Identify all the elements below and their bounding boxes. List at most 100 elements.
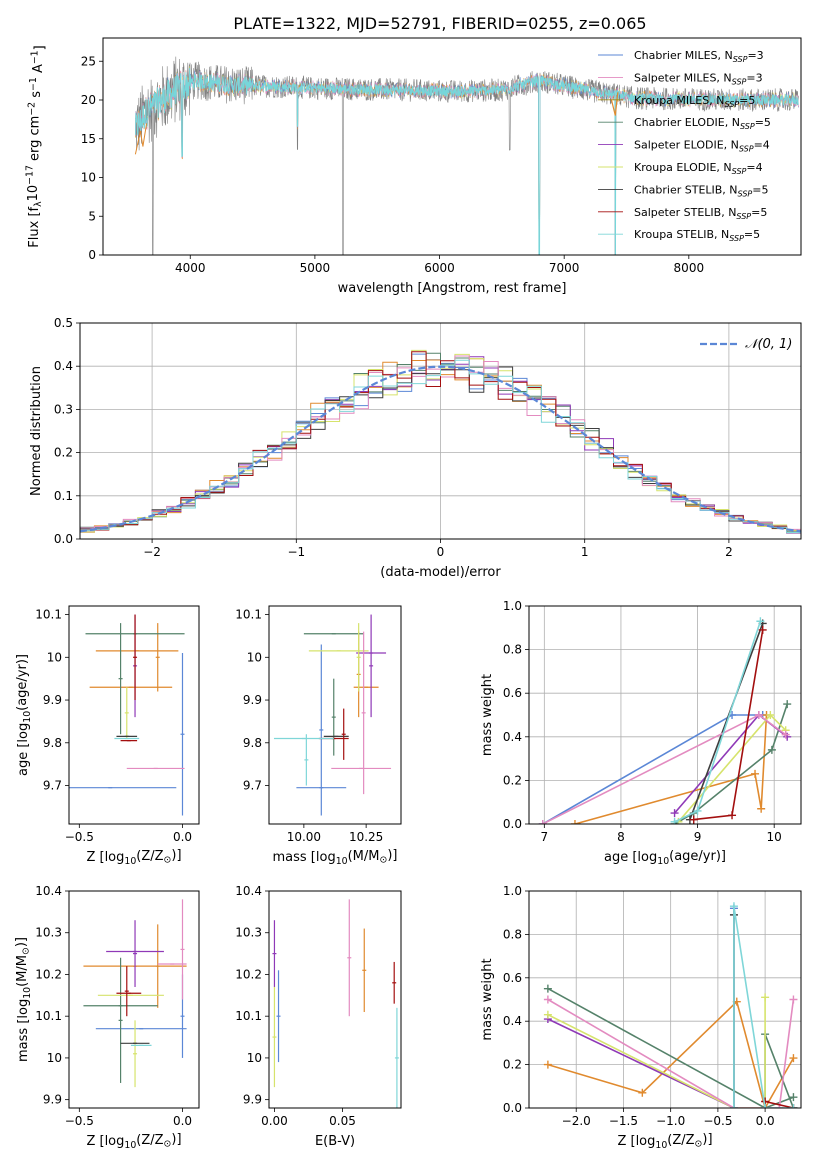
age_vs_Z-panel: −0.5 0.0 9.7 9.8 9.9 10 10.1 Z [log10(Z/Z⊙)] age… (15, 605, 200, 867)
spectrum-xtick-label-3: 7000 (549, 261, 580, 275)
spectrum-ytick-label-4: 20 (81, 93, 96, 107)
weight_vs_Z-marker-9-1 (729, 902, 738, 911)
age_vs_mass-xtick-label-1: 10.25 (349, 830, 383, 844)
mass_vs_Z-ytick-label-5: 10.4 (35, 884, 62, 898)
mass_vs_Z-xtick-label-0: −0.5 (65, 1114, 94, 1128)
residuals-plot-area (80, 349, 801, 534)
legend-rest: =5 (739, 94, 755, 107)
weight_vs_Z-ylabel: mass weight (480, 958, 495, 1040)
mass_vs_ebv-plot-area (272, 899, 399, 1108)
weight_vs_Z-marker-2-0 (543, 984, 552, 993)
mass_vs_ebv-xtick-label-1: 0.05 (329, 1114, 356, 1128)
legend-text: Kroupa STELIB, N (634, 228, 729, 241)
gaussian-curve (80, 365, 801, 533)
legend-text: Chabrier MILES, N (634, 49, 733, 62)
mass_vs_Z-ytick-label-1: 10 (47, 1051, 62, 1065)
age_vs_Z-ylabel: age [log10(age/yr)] (15, 654, 33, 776)
residuals-ytick-label-0: 0.0 (54, 532, 73, 546)
weight_vs_age-marker-1-0 (570, 820, 579, 824)
weight_vs_age-xlabel: age [log10(age/yr)] (604, 849, 726, 867)
legend-text: Kroupa ELODIE, N (634, 161, 732, 174)
weight_vs_Z-marker-1-4 (789, 1054, 798, 1063)
weight_vs_age-xtick-label-3: 10 (767, 830, 782, 844)
weight_vs_age-marker-1-2 (757, 804, 766, 813)
spectrum-xtick-label-4: 8000 (674, 261, 705, 275)
weight_vs_Z-ytick-label-5: 1.0 (503, 884, 522, 898)
legend-rest: =5 (744, 228, 760, 241)
weight_vs_age-marker-4-1 (766, 711, 775, 719)
legend-label-7: Salpeter STELIB, NSSP=5 (634, 206, 767, 221)
age_vs_mass-frame (268, 605, 402, 825)
weight_vs_age-frame (528, 605, 802, 825)
legend-sub: SSP (733, 55, 748, 64)
age_vs_mass-plot-area (273, 614, 392, 816)
residuals-ytick-label-3: 0.3 (54, 402, 73, 416)
spectrum-model-line (135, 67, 799, 255)
mass_vs_Z-panel: −0.5 0.0 9.9 10 10.1 10.2 10.3 10.4 Z [log10(Z/Z… (14, 884, 200, 1151)
weight_vs_age-marker-6-0 (538, 820, 547, 824)
weight_vs_Z-ytick-label-4: 0.8 (503, 927, 522, 941)
spectrum-frame (102, 37, 802, 256)
weight_vs_age-marker-6-1 (754, 711, 763, 719)
weight_vs_Z-marker-9-0 (729, 1104, 738, 1108)
mass_vs_ebv-ytick-label-0: 9.9 (243, 1093, 262, 1107)
residuals-xlabel: (data-model)/error (380, 565, 501, 580)
residuals-ytick-label-2: 0.2 (54, 446, 73, 460)
legend-text: Chabrier ELODIE, N (634, 116, 740, 129)
spectrum-xtick-label-0: 4000 (175, 261, 206, 275)
legend-label-6: Chabrier STELIB, NSSP=5 (634, 183, 768, 198)
age_vs_mass-ytick-label-4: 10.1 (235, 608, 262, 622)
weight_vs_age-ytick-label-5: 1.0 (503, 599, 522, 613)
age_vs_Z-ytick-label-0: 9.7 (43, 779, 62, 793)
residuals-xtick-label-1: −1 (287, 545, 305, 559)
mass_vs_ebv-ytick-label-2: 10.1 (235, 1009, 262, 1023)
weight_vs_Z-series-2 (547, 987, 794, 1108)
legend-label-0: Chabrier MILES, NSSP=3 (634, 49, 764, 64)
residuals-xtick-label-0: −2 (143, 545, 161, 559)
weight_vs_Z-xlabel: Z [log10(Z/Z⊙)] (617, 1132, 712, 1151)
mass_vs_Z-frame (68, 890, 200, 1109)
weight_vs_age-ytick-label-2: 0.4 (503, 730, 522, 744)
weight_vs_Z-marker-1-0 (543, 1060, 552, 1069)
age_vs_mass-ytick-label-3: 10 (247, 650, 262, 664)
legend-sub: SSP (736, 212, 751, 221)
legend-text: Chabrier STELIB, N (634, 183, 738, 196)
spectrum-edge-left (134, 123, 148, 155)
legend-sub: SSP (739, 145, 754, 154)
legend-label-3: Chabrier ELODIE, NSSP=5 (634, 116, 771, 131)
residuals-ytick-label-1: 0.1 (54, 489, 73, 503)
mass_vs_ebv-ytick-label-4: 10.3 (235, 926, 262, 940)
weight_vs_Z-series-8 (764, 1100, 794, 1108)
mass_vs_ebv-ytick-label-5: 10.4 (235, 884, 262, 898)
spectrum-xtick-label-1: 5000 (300, 261, 331, 275)
residuals-ytick-label-5: 0.5 (54, 316, 73, 330)
weight_vs_age-marker-8-1 (693, 806, 702, 815)
mass_vs_Z-ylabel: mass [log10(M/M⊙)] (14, 937, 33, 1062)
age_vs_mass-ytick-label-0: 9.7 (243, 779, 262, 793)
weight_vs_age-series-1 (574, 714, 768, 824)
weight_vs_age-panel: 7 8 9 10 0.0 0.2 0.4 0.6 0.8 1.0 age [log10(age/yr… (480, 599, 802, 867)
mass_vs_ebv-panel: 0.00 0.05 9.9 10 10.1 10.2 10.3 10.4 E(B-V) (235, 884, 402, 1149)
weight_vs_age-series-6 (542, 714, 787, 824)
residual-histogram-8 (80, 359, 801, 533)
mass_vs_ebv-frame (268, 890, 402, 1109)
spectrum-xlabel: wavelength [Angstrom, rest frame] (338, 281, 567, 296)
weight_vs_age-ylabel: mass weight (480, 674, 495, 756)
age_vs_mass-ytick-label-1: 9.8 (243, 736, 262, 750)
legend-sub: SSP (738, 189, 753, 198)
weight_vs_age-ytick-label-4: 0.8 (503, 643, 522, 657)
weight_vs_age-marker-8-0 (670, 817, 679, 824)
weight_vs_Z-panel: −2.0 −1.5 −1.0 −0.5 0.0 0.0 0.2 0.4 0.6 0.8 1.0 Z [… (480, 884, 802, 1151)
age_vs_Z-xlabel: Z [log10(Z/Z⊙)] (86, 848, 181, 867)
spectrum-xtick-label-2: 6000 (424, 261, 455, 275)
weight_vs_age-marker-7-1 (728, 811, 737, 820)
residuals-panel: −2 −1 0 1 2 0.0 0.1 0.2 0.3 0.4 0.5 (data-model)/er… (29, 316, 802, 580)
legend-sub: SSP (724, 100, 739, 109)
legend-text: Salpeter MILES, N (634, 71, 732, 84)
weight_vs_Z-marker-9-3 (789, 1104, 798, 1108)
weight_vs_age-marker-3-0 (670, 809, 679, 818)
weight_vs_age-xtick-label-1: 8 (617, 830, 625, 844)
legend-sub: SSP (740, 122, 755, 131)
age_vs_Z-frame (68, 605, 200, 825)
